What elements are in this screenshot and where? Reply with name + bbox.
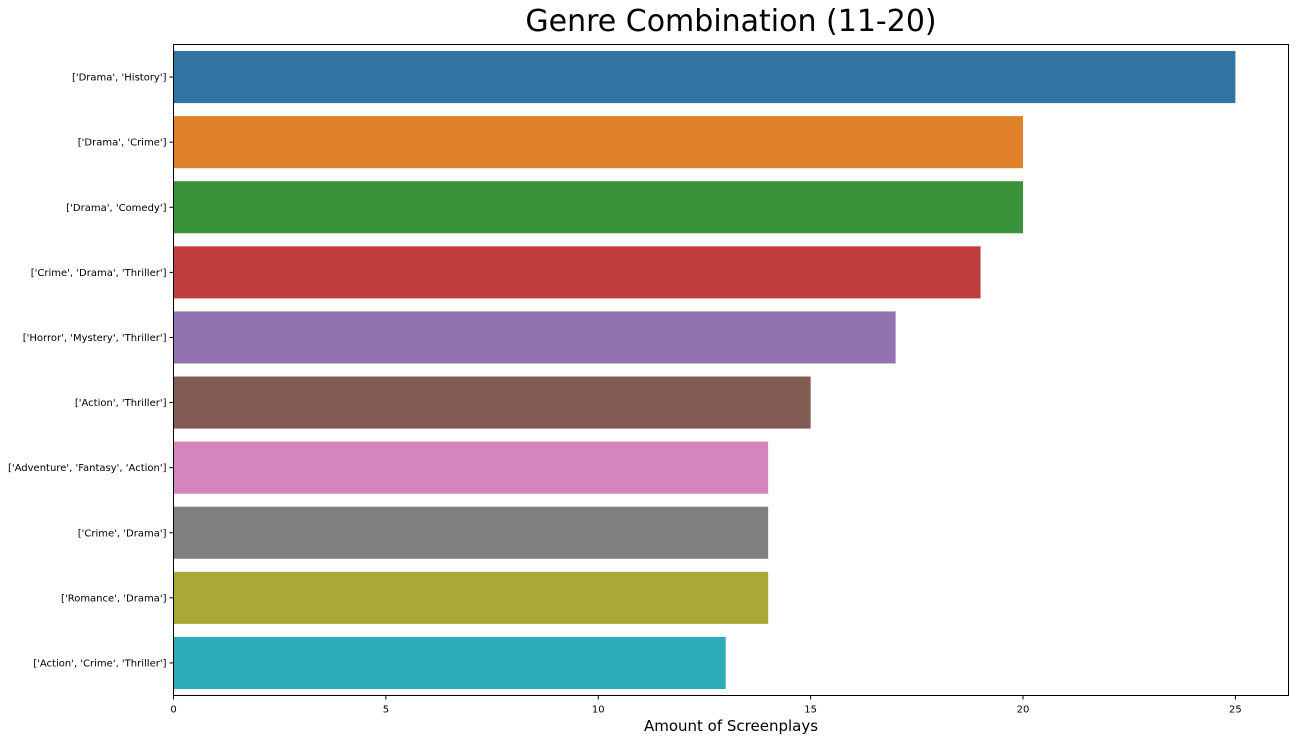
bar-0 [173,51,1236,104]
bars-group [173,51,1236,689]
y-tick-label: ['Drama', 'Comedy'] [66,203,166,214]
x-tick-label: 10 [592,705,605,716]
y-tick-label: ['Drama', 'Crime'] [78,138,167,149]
x-tick-label: 0 [170,705,176,716]
x-tick-label: 15 [804,705,817,716]
x-ticks: 0 5 10 15 20 25 [170,695,1242,716]
chart-title: Genre Combination (11-20) [525,4,936,39]
bar-3 [173,246,981,299]
bar-6 [173,441,769,494]
y-tick-label: ['Crime', 'Drama'] [78,528,167,539]
bar-7 [173,506,769,559]
x-tick-label: 20 [1017,705,1030,716]
y-tick-label: ['Drama', 'History'] [72,73,167,84]
x-axis-label: Amount of Screenplays [644,717,818,735]
y-tick-labels: ['Drama', 'History'] ['Drama', 'Crime'] ['… [8,73,174,669]
bar-8 [173,571,769,624]
y-tick-label: ['Action', 'Thriller'] [75,398,167,409]
bar-1 [173,116,1024,169]
x-tick-label: 25 [1229,705,1242,716]
y-tick-label: ['Horror', 'Mystery', 'Thriller'] [23,333,167,344]
bar-5 [173,376,811,429]
bar-2 [173,181,1024,234]
x-tick-label: 5 [383,705,389,716]
y-tick-label: ['Adventure', 'Fantasy', 'Action'] [8,463,167,474]
bar-4 [173,311,896,364]
plot-frame [173,44,1289,696]
y-tick-label: ['Romance', 'Drama'] [61,593,167,604]
y-tick-label: ['Crime', 'Drama', 'Thriller'] [31,268,167,279]
bar-9 [173,636,726,689]
y-tick-label: ['Action', 'Crime', 'Thriller'] [33,658,166,669]
